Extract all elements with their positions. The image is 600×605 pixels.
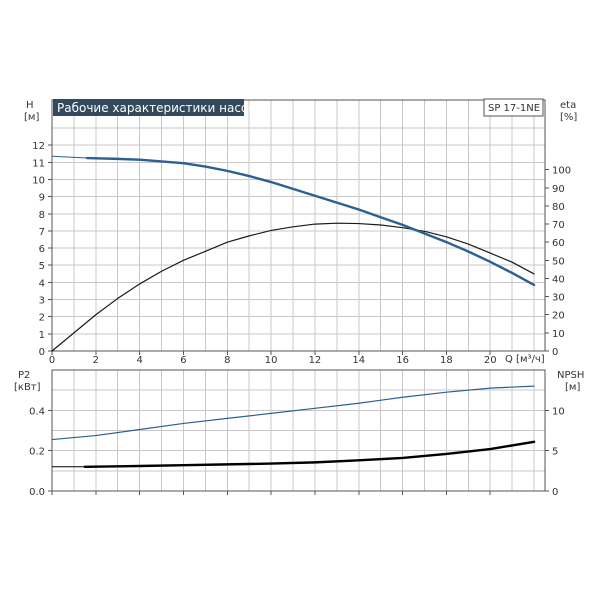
- y-left-tick-label: 0: [39, 347, 45, 358]
- y-left-tick-label: 9: [39, 193, 45, 204]
- x-tick-label: 6: [180, 355, 186, 366]
- npsh-axis-unit: [м]: [565, 382, 580, 393]
- y-left-tick-label: 12: [32, 141, 45, 152]
- y-left-tick-label: 7: [39, 227, 45, 238]
- y-right-tick-label: 0: [552, 347, 558, 358]
- p2-tick-label: 0.4: [29, 406, 45, 417]
- x-tick-label: 18: [440, 355, 453, 366]
- chart-title: Рабочие характеристики насоса: [57, 101, 262, 115]
- y-left-tick-label: 11: [32, 158, 45, 169]
- top-panel-frame: [51, 99, 546, 352]
- x-tick-label: 8: [224, 355, 230, 366]
- y-right-tick-label: 100: [552, 166, 571, 177]
- y-left-tick-label: 5: [39, 261, 45, 272]
- y-left-tick-label: 1: [39, 330, 45, 341]
- model-label-box: [483, 98, 544, 117]
- y-right-tick-label: 70: [552, 220, 565, 231]
- x-tick-label: 10: [265, 355, 278, 366]
- bottom-panel-frame: [51, 369, 546, 492]
- npsh-tick-label: 5: [552, 447, 558, 458]
- npsh-tick-label: 0: [552, 487, 558, 498]
- efficiency-curve: [51, 222, 535, 352]
- y-right-tick-label: 50: [552, 256, 565, 267]
- y-axis-left-unit: [м]: [24, 112, 39, 123]
- p2-tick-label: 0.0: [29, 487, 45, 498]
- x-tick-label: 14: [352, 355, 365, 366]
- title-box: [53, 99, 244, 116]
- x-tick-label: 16: [396, 355, 409, 366]
- x-tick-label: 20: [484, 355, 497, 366]
- p2-tick-label: 0.2: [29, 447, 45, 458]
- power-curve: [51, 385, 535, 441]
- y-left-tick-label: 4: [39, 278, 45, 289]
- head-curve-lead: [51, 155, 88, 159]
- y-right-tick-label: 20: [552, 311, 565, 322]
- y-left-tick-label: 8: [39, 210, 45, 221]
- x-tick-label: 12: [309, 355, 322, 366]
- y-left-tick-label: 2: [39, 313, 45, 324]
- p2-axis-unit: [кВт]: [14, 382, 41, 393]
- y-axis-left-title: H: [26, 100, 34, 111]
- y-right-tick-label: 90: [552, 184, 565, 195]
- y-right-tick-label: 10: [552, 329, 565, 340]
- y-axis-right-title: eta: [560, 100, 576, 111]
- y-right-tick-label: 40: [552, 274, 565, 285]
- x-axis-title: Q [м³/ч]: [505, 354, 545, 365]
- npsh-curve: [83, 440, 536, 468]
- x-tick-label: 4: [136, 355, 142, 366]
- npsh-axis-title: NPSH: [557, 370, 584, 381]
- y-right-tick-label: 80: [552, 202, 565, 213]
- npsh-tick-label: 10: [552, 406, 565, 417]
- x-tick-label: 0: [49, 355, 55, 366]
- y-left-tick-label: 3: [39, 296, 45, 307]
- head-curve: [85, 156, 536, 287]
- y-left-tick-label: 10: [32, 175, 45, 186]
- y-right-tick-label: 30: [552, 293, 565, 304]
- y-axis-right-unit: [%]: [560, 112, 577, 123]
- y-left-tick-label: 6: [39, 244, 45, 255]
- y-right-tick-label: 60: [552, 238, 565, 249]
- x-tick-label: 2: [93, 355, 99, 366]
- model-label: SP 17-1NE: [488, 103, 540, 114]
- p2-axis-title: P2: [18, 370, 30, 381]
